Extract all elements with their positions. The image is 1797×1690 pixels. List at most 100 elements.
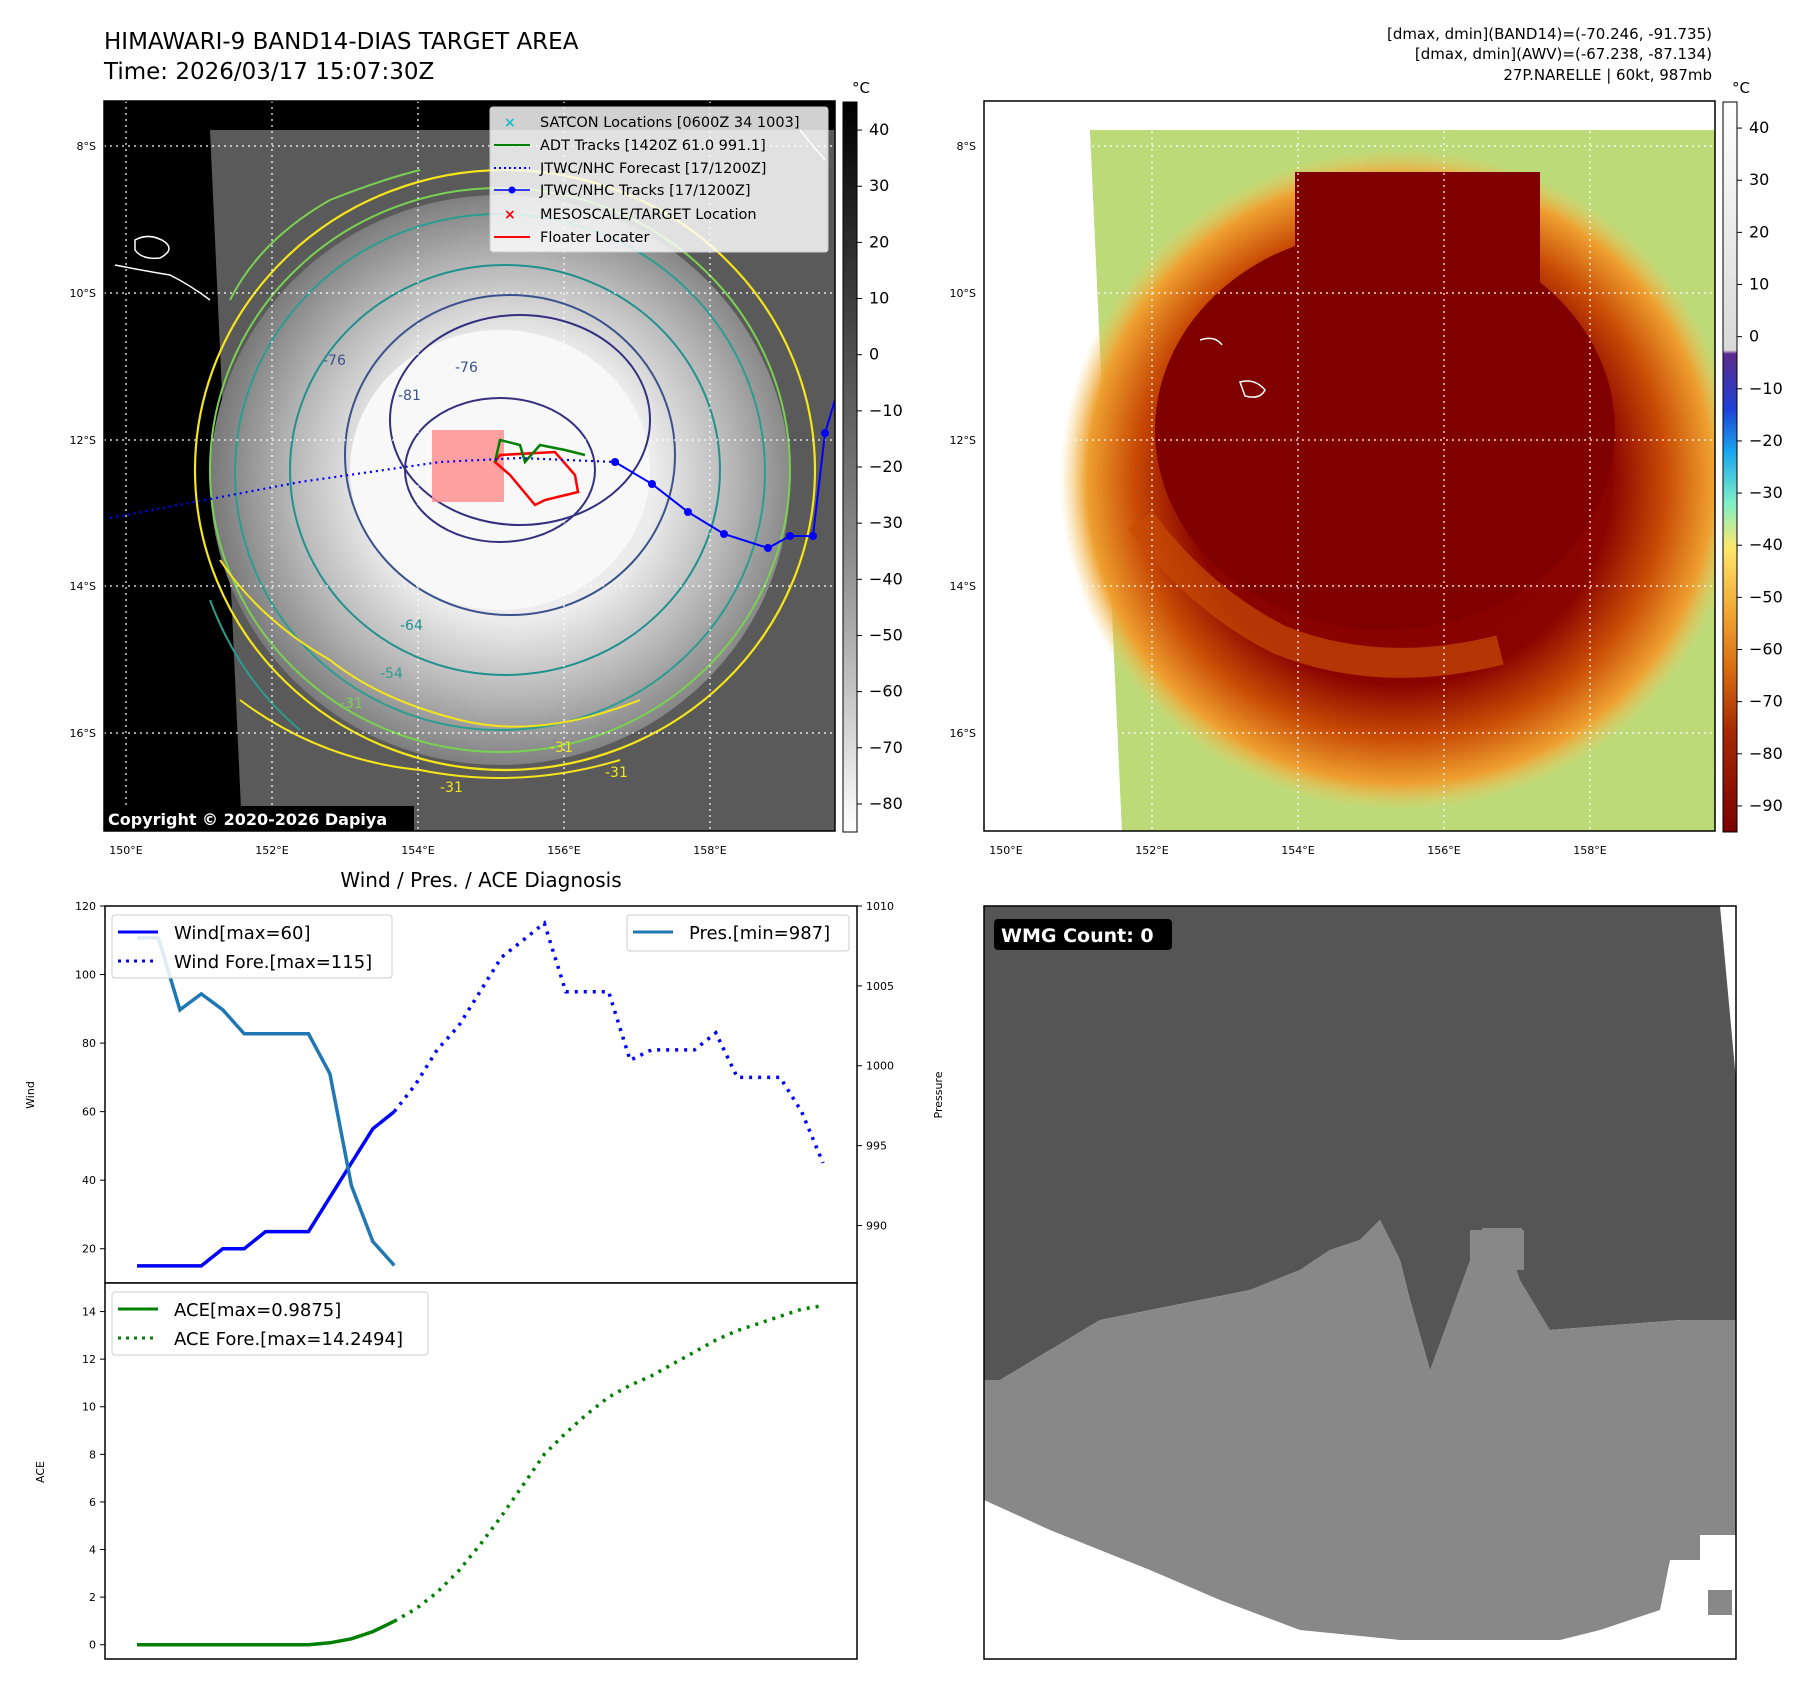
svg-text:16°S: 16°S (70, 727, 96, 740)
svg-text:°C: °C (852, 79, 870, 97)
colorbar-tick-label: 10 (1749, 275, 1769, 294)
wmg-dark-region (984, 906, 1736, 1380)
legend-item-mesoscale: × MESOSCALE/TARGET Location (504, 207, 757, 223)
y2-tick-label: 1010 (866, 900, 894, 913)
y-tick-label: 60 (82, 1106, 96, 1119)
adt-track (493, 438, 586, 465)
y-tick-label: 4 (89, 1544, 96, 1557)
colorbar-tick-label: −80 (1749, 744, 1783, 763)
series-line (137, 1110, 396, 1268)
svg-text:SATCON Locations [0600Z 34 100: SATCON Locations [0600Z 34 1003] (540, 115, 799, 131)
jtwc-track-points (611, 429, 829, 552)
legend-item-jtwc-tracks: JTWC/NHC Tracks [17/1200Z] (494, 183, 751, 199)
colorbar-ir: °C 40 30 20 10 0 −10 −20 −30 −40 −50 −60 −70 −80 −90 (1722, 79, 1783, 833)
wmg-medium-region (984, 1220, 1736, 1640)
contour-ring (289, 264, 721, 676)
svg-text:16°S: 16°S (950, 727, 976, 740)
colorbar-tick-label: 0 (869, 345, 879, 364)
coastline (114, 264, 211, 301)
map-legend: × SATCON Locations [0600Z 34 1003] ADT T… (489, 106, 829, 253)
map-panel-band14: -76 -81 -76 -64 -54 -31 -31 -31 -31 Copy… (70, 79, 903, 857)
svg-text:°C: °C (1732, 79, 1750, 97)
colorbar-tick-label: −20 (1749, 431, 1783, 450)
svg-text:ADT Tracks [1420Z 61.0 991.1]: ADT Tracks [1420Z 61.0 991.1] (540, 138, 766, 154)
diagnosis-title: Wind / Pres. / ACE Diagnosis (340, 868, 621, 892)
colorbar-tick-label: 20 (869, 232, 889, 251)
y-tick-label: 40 (82, 1174, 96, 1187)
y-tick-label: 0 (89, 1639, 96, 1652)
legend-pressure: Pres.[min=987] (689, 923, 830, 944)
series-line (392, 920, 825, 1164)
pressure-legend: Pres.[min=987] (626, 914, 850, 952)
contour-label: -76 (455, 360, 478, 376)
pressure-axis-label: Pressure (932, 1071, 945, 1118)
colorbar-tick-label: −70 (869, 738, 903, 757)
colorbar-tick-label: −60 (1749, 640, 1783, 659)
legend-wind-forecast: Wind Fore.[max=115] (174, 952, 372, 973)
svg-text:JTWC/NHC Forecast [17/1200Z]: JTWC/NHC Forecast [17/1200Z] (539, 161, 766, 177)
colorbar-tick-label: 30 (869, 176, 889, 195)
series-line (137, 1619, 396, 1647)
colorbar-tick-label: −20 (869, 457, 903, 476)
colorbar-tick-label: −70 (1749, 692, 1783, 711)
ace-chart: 0 2 4 6 8 10 12 14 ACE ACE[max=0.9875] ACE Fore… (34, 1282, 858, 1660)
wind-axis-label: Wind (24, 1081, 37, 1109)
legend-ace-forecast: ACE Fore.[max=14.2494] (174, 1329, 403, 1350)
info-storm-summary: 27P.NARELLE | 60kt, 987mb (1503, 66, 1712, 84)
colorbar-tick-label: −90 (1749, 796, 1783, 815)
wmg-count-text: WMG Count: 0 (1001, 925, 1154, 947)
y-tick-label: 12 (82, 1353, 96, 1366)
colorbar-tick-label: −50 (869, 625, 903, 644)
svg-text:×: × (504, 207, 516, 223)
colorbar-tick-label: −10 (869, 401, 903, 420)
contour-ring (344, 294, 676, 616)
colorbar-tick-label: −30 (869, 513, 903, 532)
colorbar-tick-label: 40 (869, 120, 889, 139)
info-awv-range: [dmax, dmin](AWV)=(-67.238, -87.134) (1415, 45, 1712, 63)
svg-text:150°E: 150°E (109, 844, 142, 857)
svg-text:14°S: 14°S (70, 580, 96, 593)
y2-tick-label: 1000 (866, 1060, 894, 1073)
colorbar-band14: °C 40 30 20 10 0 −10 −20 −30 −40 −50 −60 −70 −80 (842, 79, 903, 833)
svg-text:154°E: 154°E (1281, 844, 1314, 857)
legend-wind: Wind[max=60] (174, 923, 311, 944)
wmg-panel: WMG Count: 0 (983, 905, 1737, 1660)
contour-label: -31 (605, 765, 628, 781)
svg-text:14°S: 14°S (950, 580, 976, 593)
y2-tick-label: 1005 (866, 980, 894, 993)
y-tick-label: 20 (82, 1243, 96, 1256)
copyright-text: Copyright © 2020-2026 Dapiya (108, 810, 387, 829)
copyright-box (104, 806, 414, 831)
svg-text:158°E: 158°E (693, 844, 726, 857)
y2-tick-label: 995 (866, 1140, 887, 1153)
svg-text:152°E: 152°E (1135, 844, 1168, 857)
map2-lat-ticks: 8°S 10°S 12°S 14°S 16°S (950, 140, 976, 740)
colorbar-tick-label: −40 (1749, 535, 1783, 554)
svg-text:12°S: 12°S (950, 434, 976, 447)
contour-ring (389, 314, 651, 526)
series-line (137, 936, 396, 1267)
y-tick-label: 6 (89, 1496, 96, 1509)
coastline (134, 235, 170, 260)
y-tick-label: 120 (75, 900, 96, 913)
legend-ace: ACE[max=0.9875] (174, 1300, 341, 1321)
mesoscale-target-box (432, 430, 504, 502)
svg-text:154°E: 154°E (401, 844, 434, 857)
ace-legend: ACE[max=0.9875] ACE Fore.[max=14.2494] (111, 1291, 429, 1356)
svg-text:10°S: 10°S (70, 287, 96, 300)
svg-text:×: × (504, 115, 516, 131)
contour-label: -81 (398, 388, 421, 404)
colorbar-tick-label: 0 (1749, 327, 1759, 346)
svg-text:8°S: 8°S (957, 140, 976, 153)
svg-text:158°E: 158°E (1573, 844, 1606, 857)
colorbar-tick-label: −30 (1749, 483, 1783, 502)
y-tick-label: 10 (82, 1401, 96, 1414)
colorbar-tick-label: −50 (1749, 587, 1783, 606)
colorbar-tick-label: 30 (1749, 170, 1769, 189)
figure-time: Time: 2026/03/17 15:07:30Z (103, 59, 434, 85)
svg-text:10°S: 10°S (950, 287, 976, 300)
contour-label: -31 (340, 696, 363, 712)
contour-label: -64 (400, 618, 423, 634)
svg-text:JTWC/NHC Tracks [17/1200Z]: JTWC/NHC Tracks [17/1200Z] (539, 183, 751, 199)
